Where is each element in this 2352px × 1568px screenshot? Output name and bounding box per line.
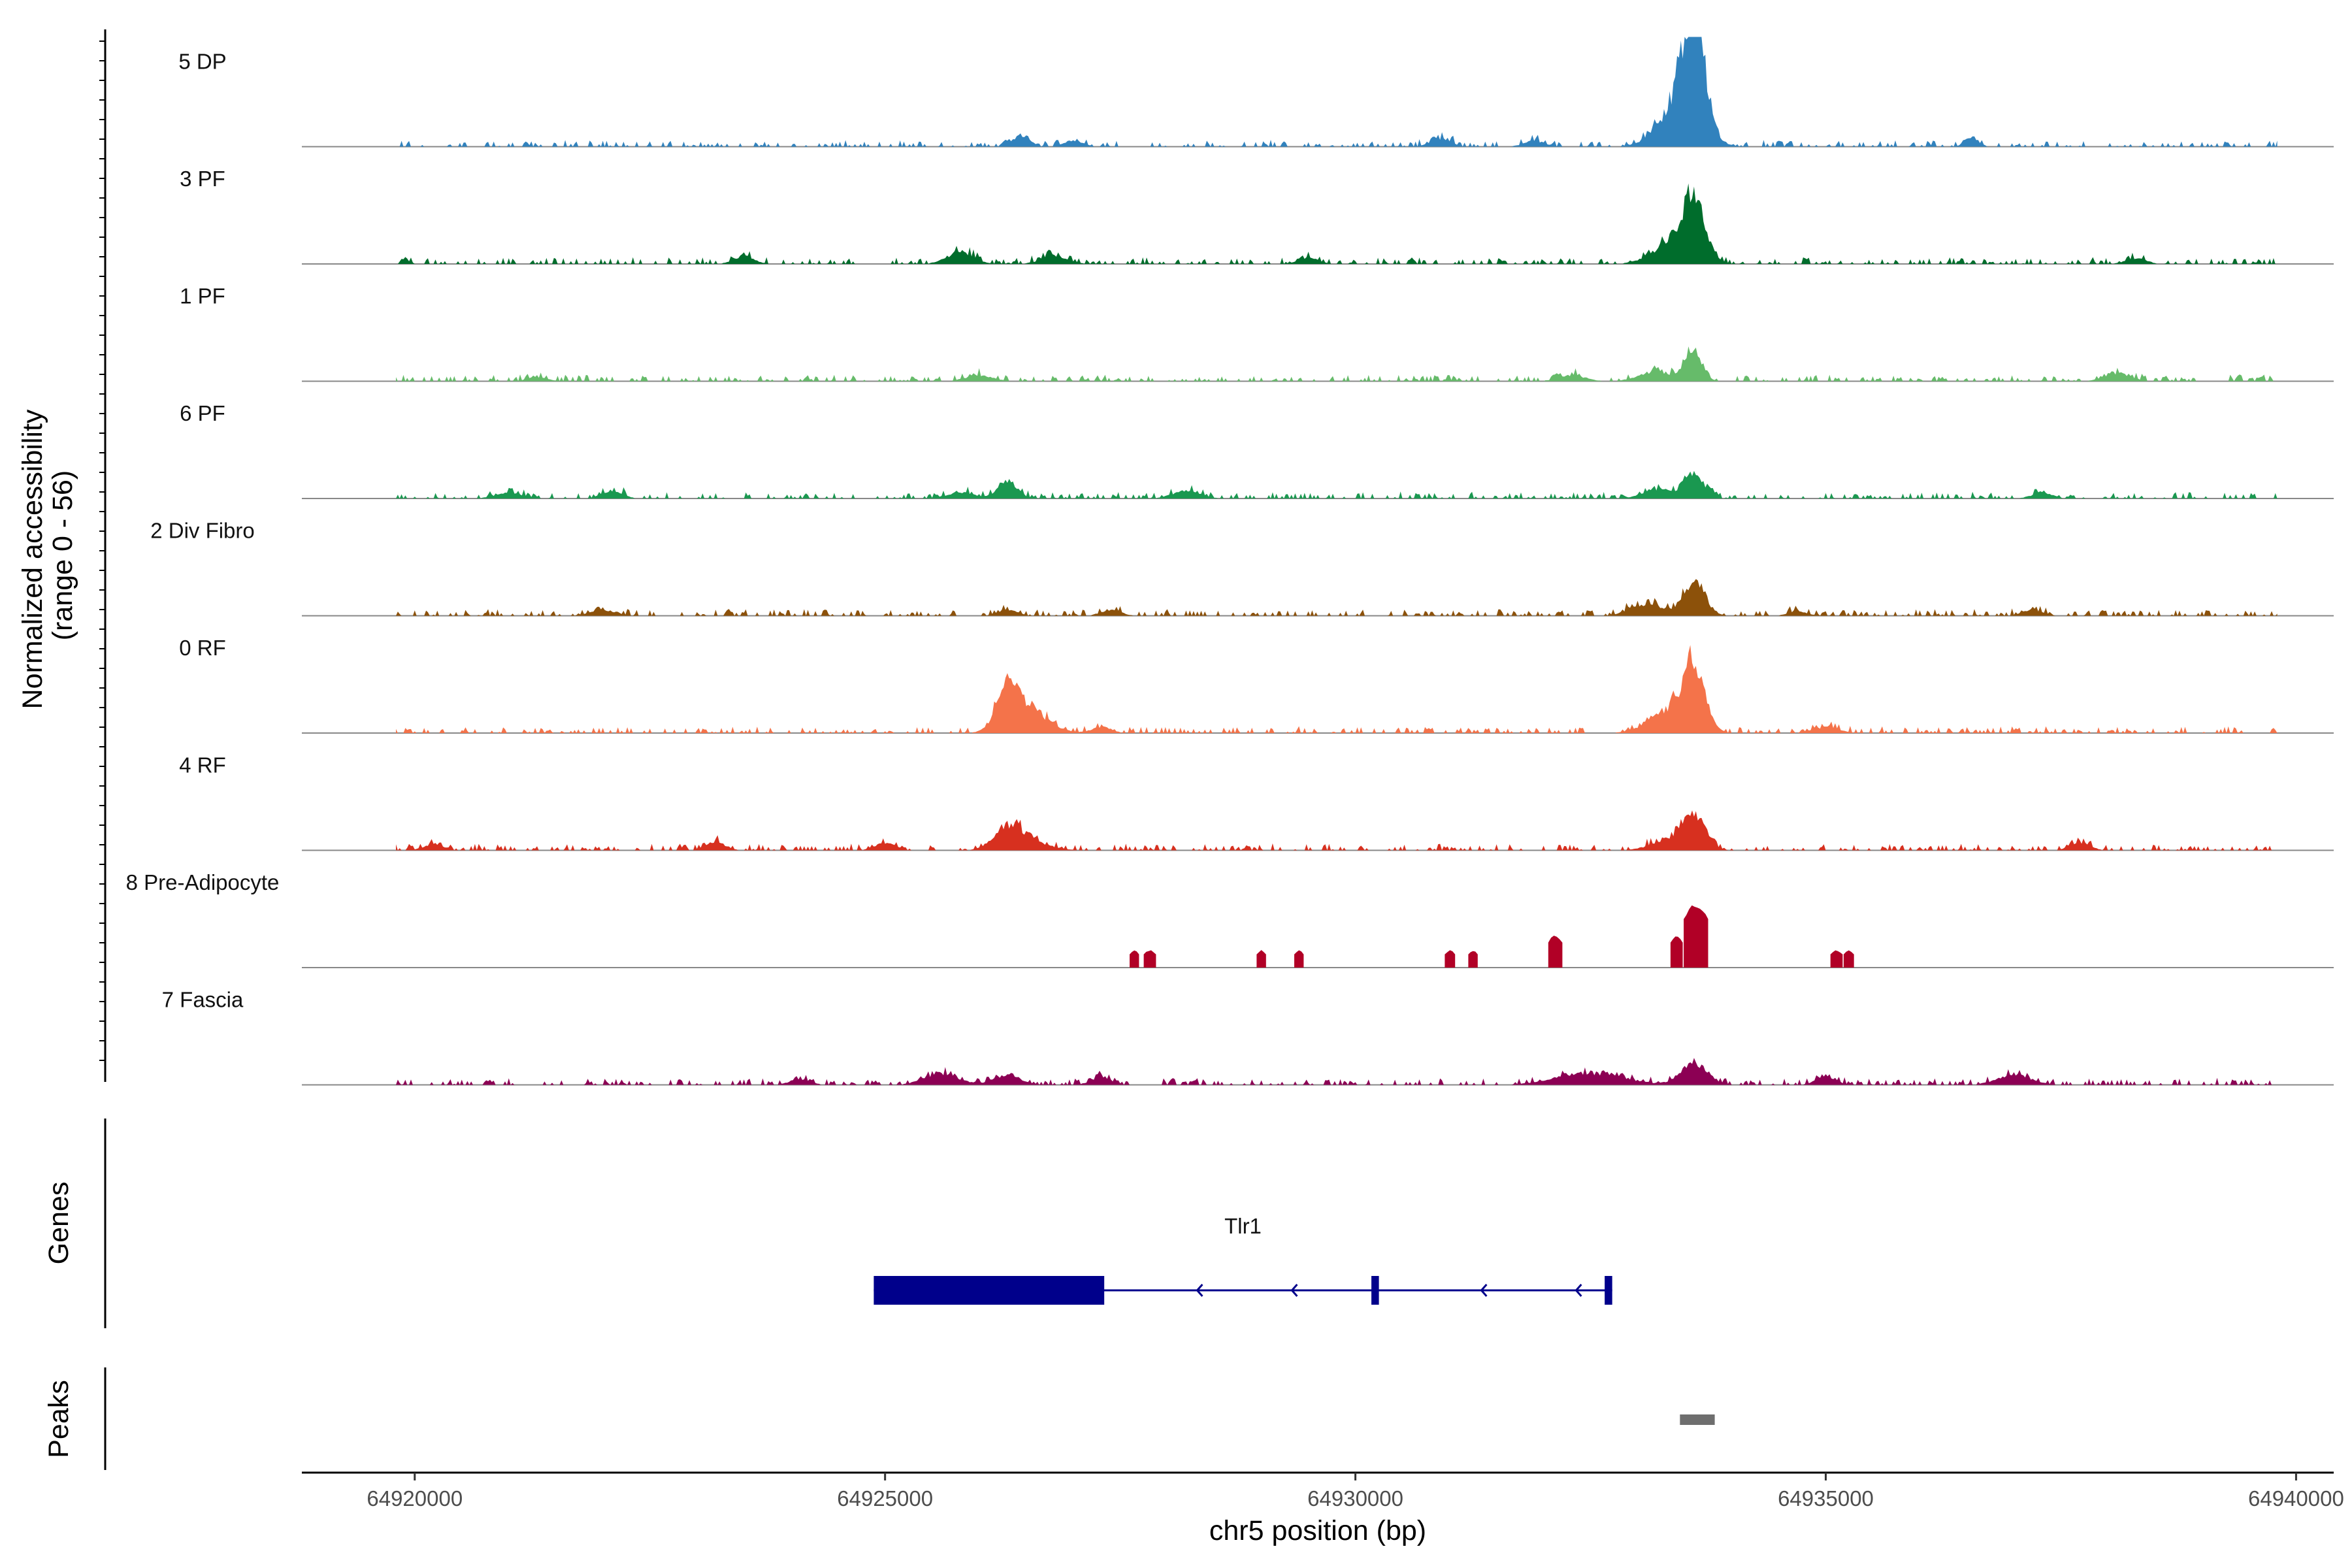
x-axis-title: chr5 position (bp)	[1209, 1515, 1426, 1546]
coverage-area-4-rf	[396, 810, 2278, 851]
track-label-1-pf: 1 PF	[180, 284, 225, 308]
coverage-area-7-fascia	[396, 1058, 2278, 1085]
track-label-2-div-fibro: 2 Div Fibro	[150, 519, 255, 543]
coverage-area-5-dp	[396, 37, 2278, 147]
track-label-7-fascia: 7 Fascia	[162, 988, 244, 1012]
x-tick-label: 64930000	[1307, 1486, 1403, 1511]
track-8-pre-adipocyte: 8 Pre-Adipocyte	[126, 870, 2334, 968]
strand-arrow	[1575, 1284, 1582, 1297]
peaks-axis-title: Peaks	[43, 1380, 74, 1458]
coverage-area-2-div-fibro	[396, 579, 2278, 616]
peak-region	[1680, 1414, 1715, 1425]
coverage-y-ticks	[99, 41, 105, 1061]
coverage-area-8-pre-adipocyte	[1130, 905, 1854, 968]
track-2-div-fibro: 2 Div Fibro	[150, 519, 2334, 617]
gene-label: Tlr1	[1224, 1214, 1262, 1238]
track-label-0-rf: 0 RF	[179, 636, 226, 660]
x-tick-label: 64925000	[837, 1486, 933, 1511]
track-label-4-rf: 4 RF	[179, 753, 226, 777]
y-axis-title: Normalized accessibility (range 0 - 56)	[17, 402, 78, 710]
track-label-3-pf: 3 PF	[180, 167, 225, 191]
gene-exon	[1371, 1276, 1379, 1305]
coverage-tracks: 5 DP 3 PF 1 PF 6 PF 2 Div Fibro 0 RF 4 RF 8 Pre…	[126, 37, 2334, 1086]
track-1-pf: 1 PF	[180, 284, 2334, 382]
gene-exon	[874, 1276, 1105, 1305]
strand-arrow	[1480, 1284, 1488, 1297]
coverage-area-1-pf	[396, 346, 2278, 382]
coverage-area-6-pf	[396, 470, 2278, 498]
gene-exon	[1605, 1276, 1612, 1305]
x-tick-label: 64920000	[367, 1486, 463, 1511]
x-tick-label: 64935000	[1778, 1486, 1874, 1511]
track-6-pf: 6 PF	[180, 401, 2334, 499]
track-4-rf: 4 RF	[179, 753, 2334, 851]
track-3-pf: 3 PF	[180, 167, 2334, 265]
coverage-area-0-rf	[396, 645, 2278, 733]
coverage-area-3-pf	[396, 183, 2278, 264]
track-7-fascia: 7 Fascia	[162, 988, 2334, 1086]
peak-regions	[1680, 1414, 1715, 1425]
x-tick-label: 64940000	[2248, 1486, 2344, 1511]
track-label-6-pf: 6 PF	[180, 401, 225, 425]
strand-arrow	[1290, 1284, 1298, 1297]
strand-arrow	[1196, 1284, 1203, 1297]
track-5-dp: 5 DP	[178, 37, 2334, 148]
x-axis-ticks: 64920000 64925000 64930000 64935000 64940000	[367, 1473, 2344, 1511]
track-label-8-pre-adipocyte: 8 Pre-Adipocyte	[126, 870, 280, 894]
gene-annotation	[874, 1276, 1612, 1305]
track-label-5-dp: 5 DP	[178, 50, 226, 74]
track-0-rf: 0 RF	[179, 636, 2334, 734]
genes-axis-title: Genes	[43, 1182, 74, 1265]
